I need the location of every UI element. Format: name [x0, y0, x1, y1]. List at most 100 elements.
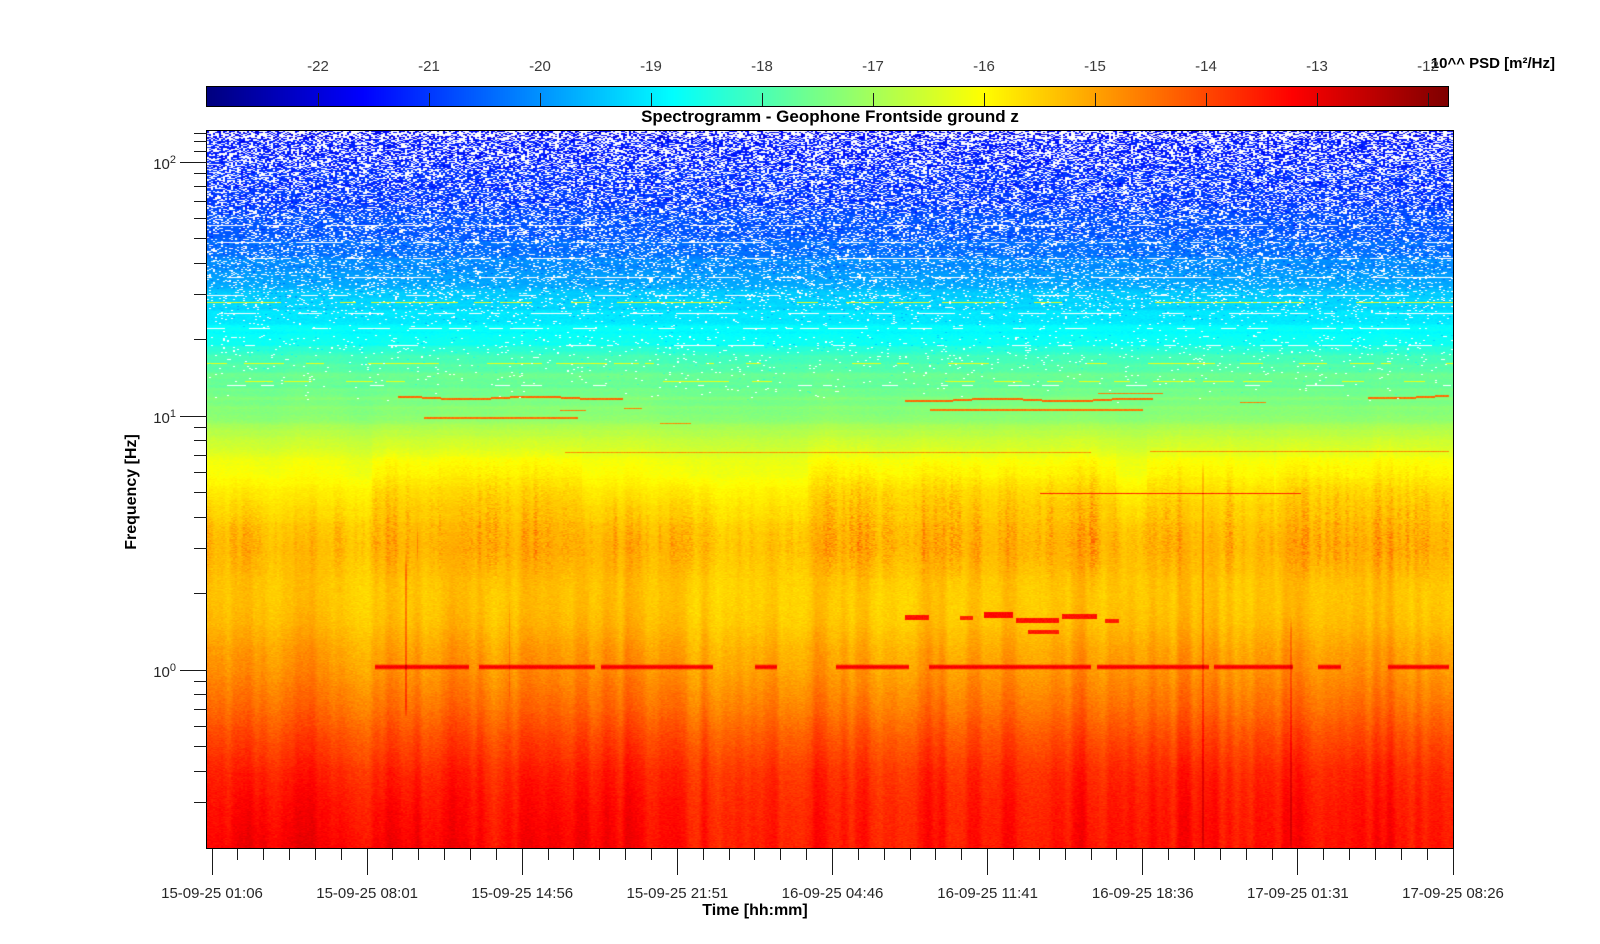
page-title: Spectrogramm - Geophone Frontside ground…: [641, 107, 1019, 126]
colorbar-tick-label: -21: [418, 58, 440, 75]
x-axis-tick: [521, 849, 523, 875]
x-axis-minor-tick: [754, 849, 756, 860]
y-axis-tick: [180, 161, 207, 163]
y-axis-minor-tick: [194, 150, 207, 152]
x-axis-minor-tick: [444, 849, 446, 860]
y-axis-minor-tick: [194, 427, 207, 429]
x-axis-tick-label: 16-09-25 11:41: [937, 885, 1038, 902]
colorbar-tick: [872, 93, 874, 106]
x-axis-tick-label: 17-09-25 01:31: [1247, 885, 1349, 902]
x-axis-minor-tick: [651, 849, 653, 860]
y-axis-minor-tick: [194, 262, 207, 264]
spectrogram-canvas: [207, 131, 1453, 848]
x-axis-minor-tick: [237, 849, 239, 860]
x-axis-minor-tick: [883, 849, 885, 860]
y-axis-minor-tick: [194, 200, 207, 202]
colorbar-tick-label: -18: [751, 58, 773, 75]
y-axis-minor-tick: [194, 141, 207, 143]
x-axis-minor-tick: [314, 849, 316, 860]
x-axis-title: Time [hh:mm]: [702, 902, 808, 919]
y-axis-minor-tick: [194, 132, 207, 134]
y-axis-minor-tick: [194, 745, 207, 747]
y-axis-minor-tick: [194, 770, 207, 772]
y-axis-minor-tick: [194, 217, 207, 219]
x-axis-minor-tick: [1219, 849, 1221, 860]
colorbar-tick-label: -12: [1417, 58, 1439, 75]
x-axis-minor-tick: [1271, 849, 1273, 860]
colorbar-tick-label: -14: [1195, 58, 1217, 75]
x-axis-minor-tick: [935, 849, 937, 860]
x-axis-minor-tick: [857, 849, 859, 860]
y-axis-minor-tick: [194, 681, 207, 683]
x-axis-minor-tick: [702, 849, 704, 860]
x-axis-tick: [676, 849, 678, 875]
colorbar-tick-label: -22: [307, 58, 329, 75]
x-axis-minor-tick: [1038, 849, 1040, 860]
colorbar-tick: [1094, 93, 1096, 106]
colorbar-tick: [539, 93, 541, 106]
y-axis-minor-tick: [194, 708, 207, 710]
y-axis-minor-tick: [194, 454, 207, 456]
plot-border: [206, 130, 1454, 849]
y-axis-minor-tick: [194, 694, 207, 696]
colorbar-tick-label: -13: [1306, 58, 1328, 75]
x-axis-minor-tick: [573, 849, 575, 860]
x-axis-tick-label: 17-09-25 08:26: [1402, 885, 1504, 902]
x-axis-minor-tick: [909, 849, 911, 860]
x-axis-minor-tick: [961, 849, 963, 860]
colorbar-tick: [1316, 93, 1318, 106]
x-axis-tick: [987, 849, 989, 875]
colorbar-tick-label: -20: [529, 58, 551, 75]
x-axis-minor-tick: [1012, 849, 1014, 860]
y-axis-tick: [180, 415, 207, 417]
x-axis-minor-tick: [263, 849, 265, 860]
y-axis-minor-tick: [194, 802, 207, 804]
x-axis-minor-tick: [728, 849, 730, 860]
x-axis-minor-tick: [599, 849, 601, 860]
y-axis-tick-label: 101: [153, 408, 176, 427]
x-axis-minor-tick: [470, 849, 472, 860]
y-axis-minor-tick: [194, 491, 207, 493]
x-axis-minor-tick: [780, 849, 782, 860]
x-axis-minor-tick: [547, 849, 549, 860]
x-axis-minor-tick: [1400, 849, 1402, 860]
x-axis-tick: [366, 849, 368, 875]
y-axis-tick: [180, 669, 207, 671]
x-axis-minor-tick: [1193, 849, 1195, 860]
x-axis-minor-tick: [392, 849, 394, 860]
colorbar-tick-label: -19: [640, 58, 662, 75]
colorbar-tick: [650, 93, 652, 106]
colorbar-border: [206, 86, 1449, 107]
y-axis-minor-tick: [194, 725, 207, 727]
colorbar-tick: [317, 93, 319, 106]
y-axis-title: Frequency [Hz]: [123, 434, 140, 550]
x-axis-tick-label: 15-09-25 21:51: [626, 885, 729, 902]
colorbar-tick: [983, 93, 985, 106]
colorbar-tick: [761, 93, 763, 106]
x-axis-tick-label: 15-09-25 01:06: [161, 885, 263, 902]
y-axis-minor-tick: [194, 516, 207, 518]
y-axis-minor-tick: [194, 339, 207, 341]
y-axis-minor-tick: [194, 593, 207, 595]
x-axis-minor-tick: [625, 849, 627, 860]
x-axis-tick-label: 15-09-25 14:56: [471, 885, 574, 902]
x-axis-minor-tick: [1426, 849, 1428, 860]
x-axis-minor-tick: [1374, 849, 1376, 860]
x-axis-tick: [832, 849, 833, 875]
x-axis-tick: [1297, 849, 1299, 875]
colorbar-tick: [1205, 93, 1207, 106]
x-axis-minor-tick: [1090, 849, 1092, 860]
x-axis-minor-tick: [1323, 849, 1325, 860]
x-axis-tick: [1452, 849, 1454, 875]
x-axis-tick-label: 16-09-25 18:36: [1091, 885, 1194, 902]
y-axis-minor-tick: [194, 173, 207, 175]
x-axis-minor-tick: [495, 849, 497, 860]
y-axis-tick-label: 100: [153, 662, 176, 681]
x-axis-minor-tick: [289, 849, 291, 860]
colorbar-tick: [428, 93, 430, 106]
colorbar-canvas: [207, 87, 1448, 106]
x-axis-tick: [211, 849, 213, 875]
colorbar-tick: [1427, 93, 1429, 106]
x-axis-minor-tick: [1168, 849, 1170, 860]
